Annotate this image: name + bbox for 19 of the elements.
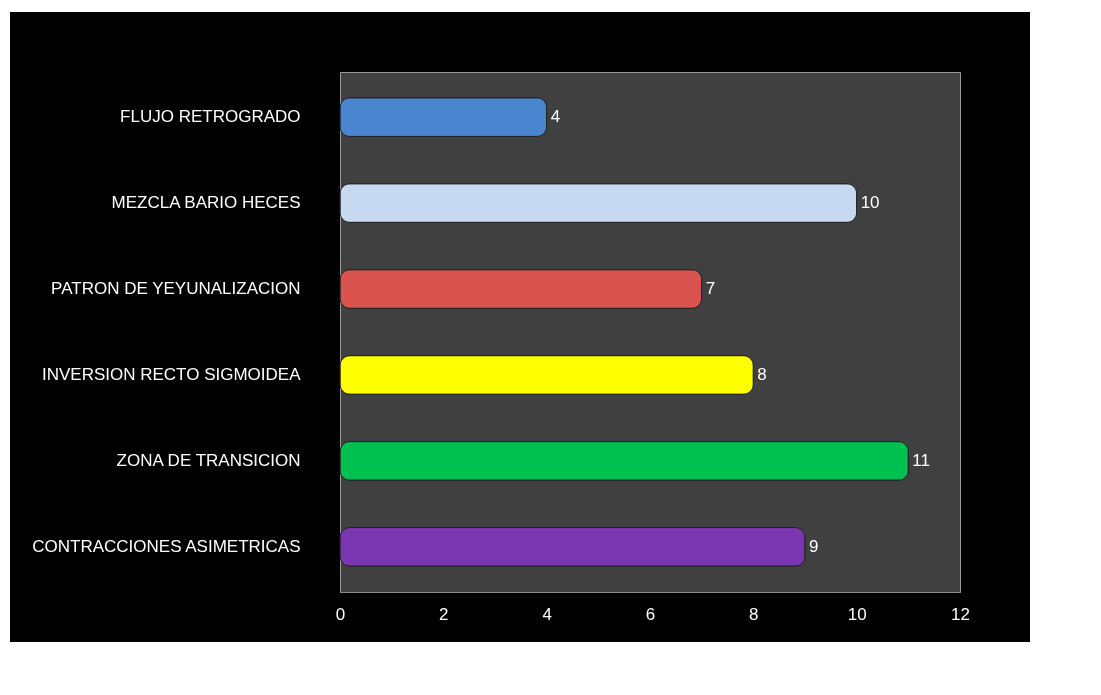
data-label: 11 — [912, 450, 930, 470]
x-tick-label: 12 — [951, 604, 970, 624]
y-tick-label: PATRON DE YEYUNALIZACION — [51, 279, 301, 299]
data-label: 9 — [809, 536, 819, 556]
data-label: 8 — [757, 364, 767, 384]
data-label: 4 — [550, 107, 561, 127]
x-tick-label: 0 — [335, 604, 346, 624]
x-tick-label: 4 — [542, 604, 552, 624]
x-tick-label: 8 — [749, 604, 759, 624]
y-tick-label: MEZCLA BARIO HECES — [111, 193, 301, 213]
data-label: 10 — [860, 193, 880, 213]
y-tick-label: CONTRACCIONES ASIMETRICAS — [32, 536, 301, 556]
y-tick-label: FLUJO RETROGRADO — [120, 107, 301, 127]
x-tick-label: 10 — [847, 604, 867, 624]
y-tick-label: INVERSION RECTO SIGMOIDEA — [41, 364, 302, 384]
x-tick-label: 2 — [439, 604, 449, 624]
x-tick-label: 6 — [645, 604, 656, 624]
data-label: 7 — [705, 279, 716, 299]
y-tick-label: ZONA DE TRANSICION — [116, 450, 301, 470]
